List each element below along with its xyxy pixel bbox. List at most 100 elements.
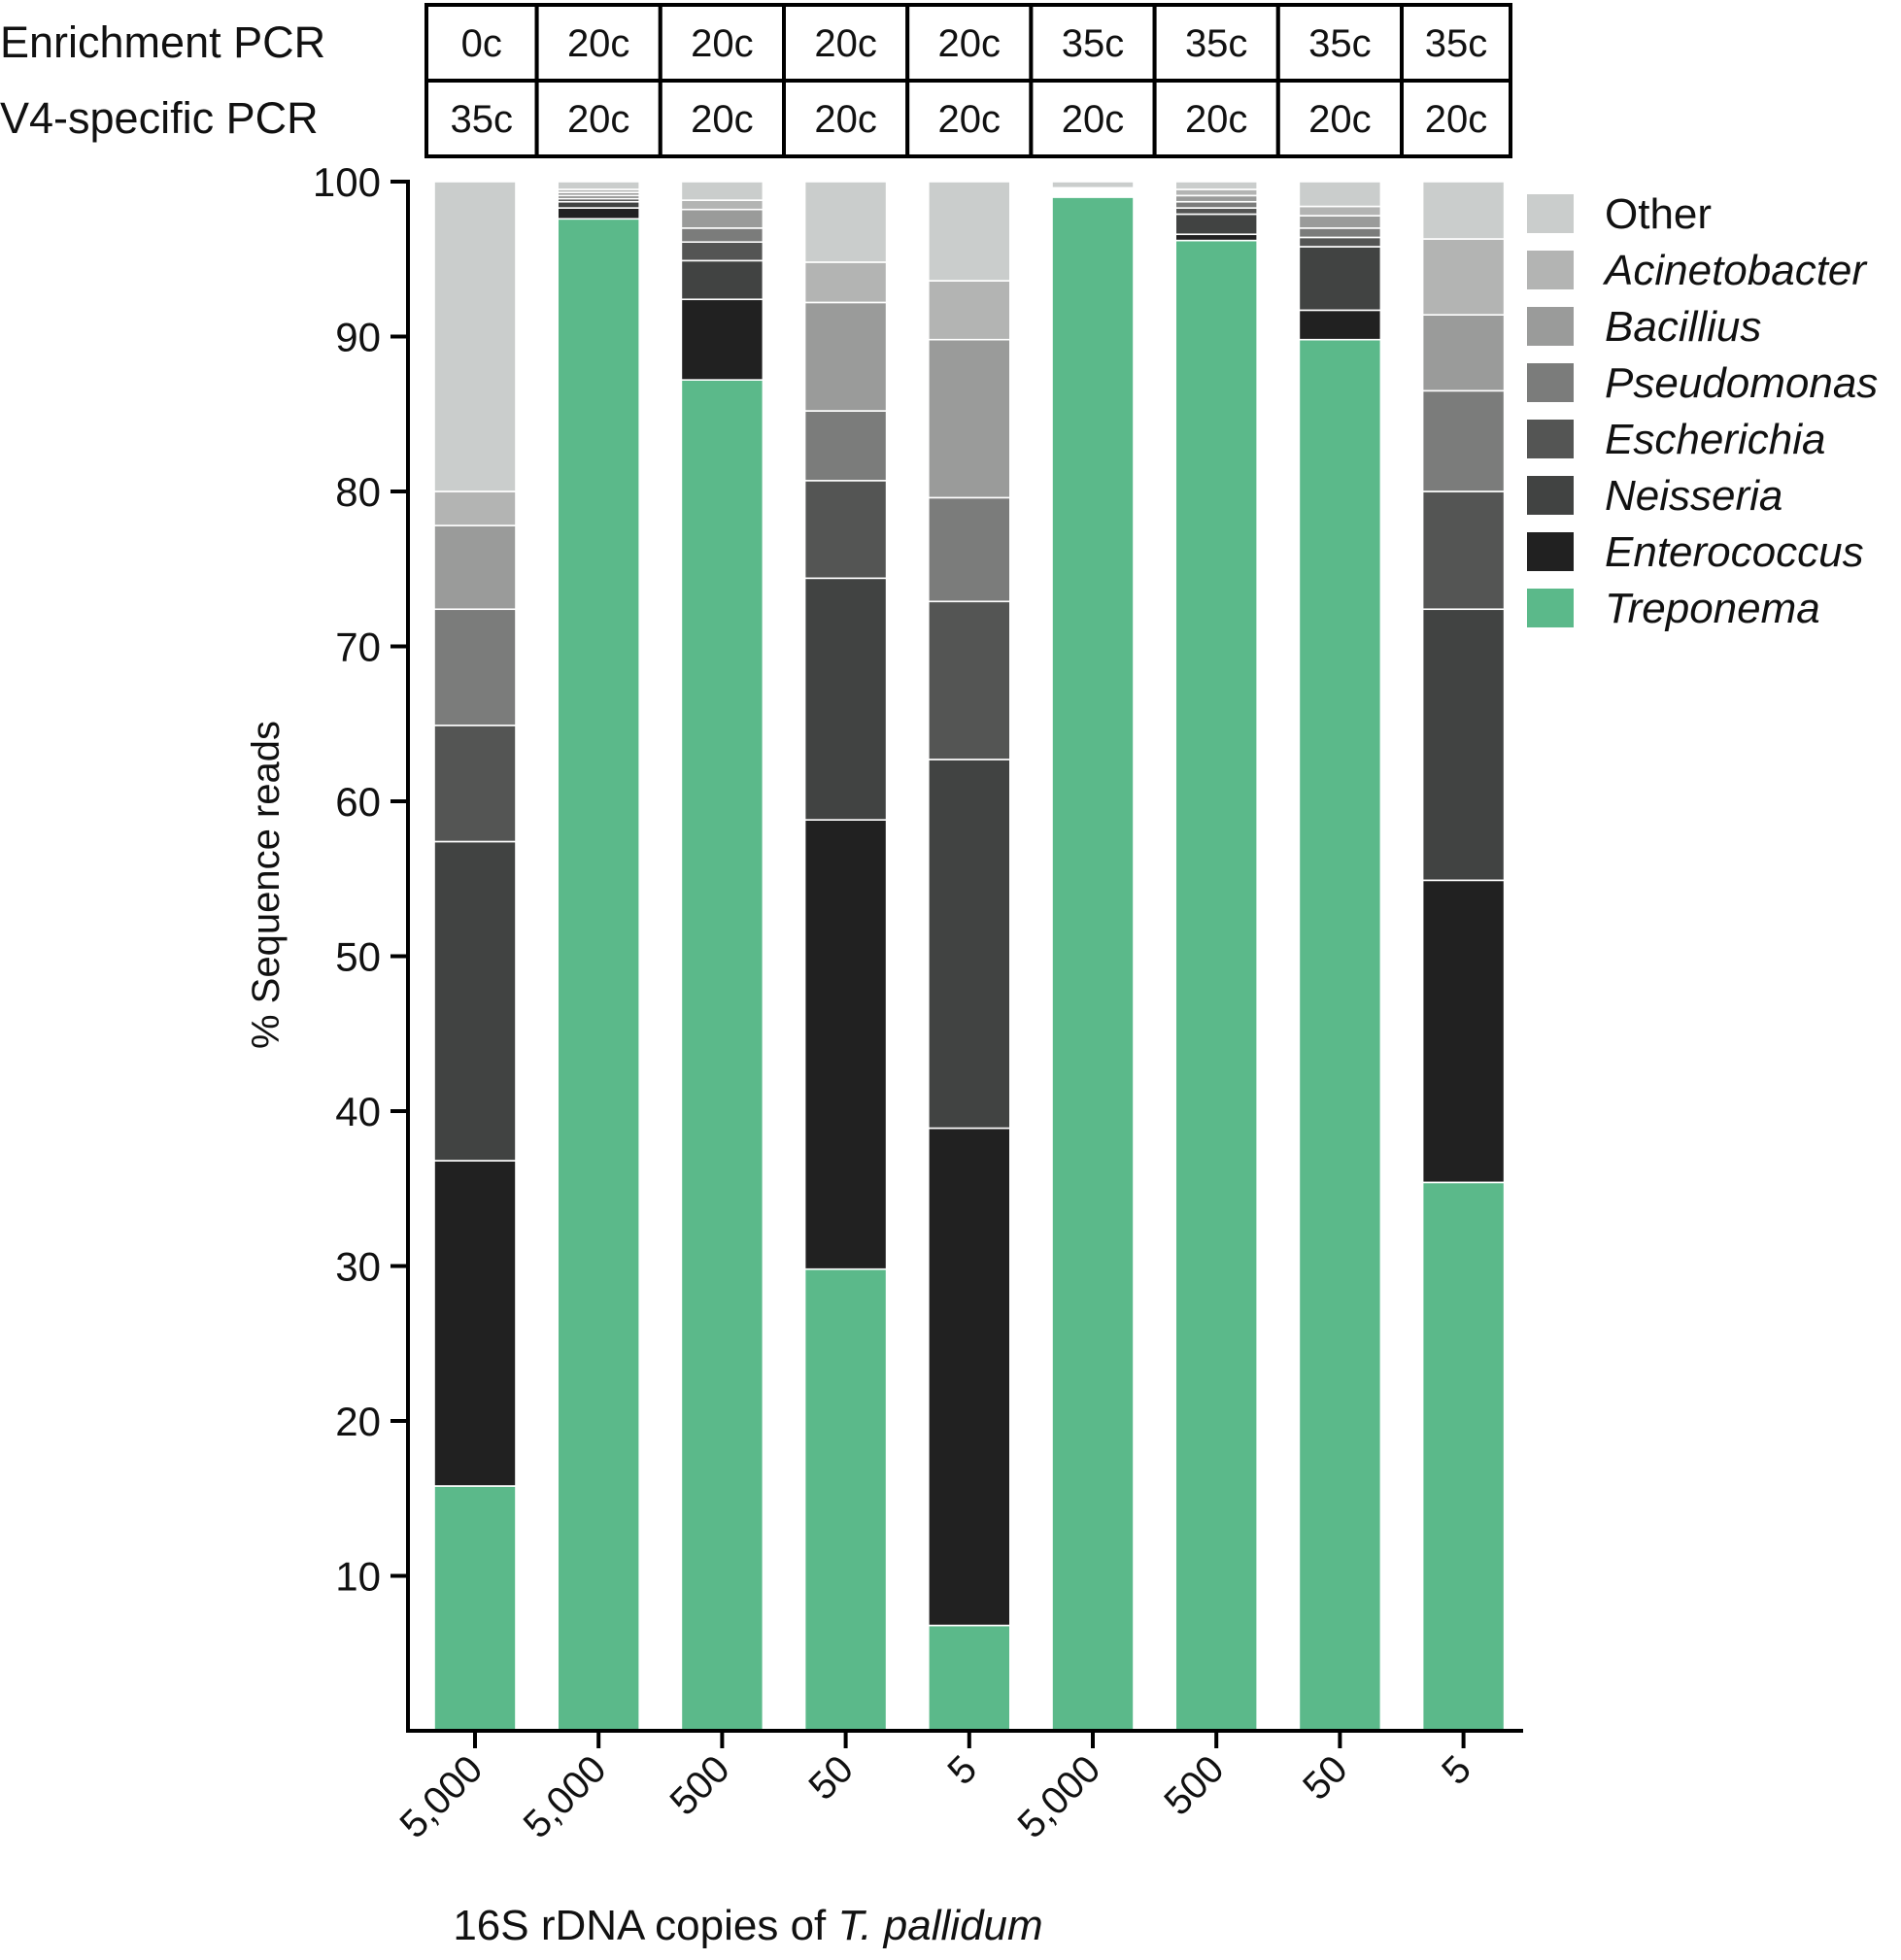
bar-stack-4 xyxy=(803,181,888,1732)
y-tick-label: 40 xyxy=(335,1089,381,1134)
bar-segment-escherichia xyxy=(680,241,764,262)
legend-swatch xyxy=(1527,194,1574,233)
legend-item-escherichia: Escherichia xyxy=(1527,416,1825,463)
bar-segment-neisseria xyxy=(1421,608,1506,882)
pcr-cell xyxy=(1029,3,1157,83)
pcr-cell xyxy=(1275,79,1405,158)
bar-stack-9 xyxy=(1421,181,1506,1732)
bar-stack-2 xyxy=(557,181,641,1732)
bar-segment-acinetobacter xyxy=(680,199,764,211)
bar-stack-7 xyxy=(1174,181,1258,1732)
pcr-cell-value: 20c xyxy=(814,98,877,141)
pcr-cell-value: 20c xyxy=(814,22,877,65)
bar-segment-bacillius xyxy=(1174,194,1258,203)
pcr-cell xyxy=(424,79,539,158)
legend-label: Other xyxy=(1605,190,1712,238)
y-tick-label: 80 xyxy=(335,469,381,515)
bar-segment-pseudomonas xyxy=(1298,227,1382,239)
bar-segment-treponema xyxy=(927,1624,1011,1732)
pcr-row-2: V4-specific PCR 35c 20c 20c 20c 20c 20c 20c 20c 2… xyxy=(0,79,1512,158)
bar-segment-treponema xyxy=(680,379,764,1732)
bar-segment-acinetobacter xyxy=(1421,238,1506,316)
x-axis-label-species: T. pallidum xyxy=(838,1902,1043,1949)
bar-segment-other xyxy=(1421,181,1506,240)
pcr-cell-value: 35c xyxy=(1308,22,1372,65)
pcr-cell-value: 20c xyxy=(1425,98,1488,141)
bar-segment-acinetobacter xyxy=(927,280,1011,341)
bar-segment-neisseria xyxy=(557,200,641,209)
bar-segment-enterococcus xyxy=(680,298,764,381)
pcr-cell-value: 20c xyxy=(1308,98,1372,141)
legend-swatch xyxy=(1527,420,1574,458)
pcr-cell-value: 0c xyxy=(461,22,502,65)
bar-segment-escherichia xyxy=(1174,207,1258,216)
bar-segment-pseudomonas xyxy=(927,496,1011,603)
bar-segment-enterococcus xyxy=(1421,879,1506,1184)
bar-segment-pseudomonas xyxy=(680,227,764,244)
y-tick-label: 10 xyxy=(335,1554,381,1600)
bar-segment-neisseria xyxy=(680,259,764,301)
pcr-cell-value: 20c xyxy=(567,98,630,141)
bar-segment-treponema xyxy=(1051,196,1135,1732)
bar-segment-bacillius xyxy=(1421,314,1506,392)
legend-item-pseudomonas: Pseudomonas xyxy=(1527,359,1878,407)
bar-segment-treponema xyxy=(557,218,641,1732)
bar-stack-3 xyxy=(680,181,764,1732)
pcr-cell-value: 35c xyxy=(451,98,514,141)
bar-segment-other xyxy=(927,181,1011,282)
bar-segment-bacillius xyxy=(1298,215,1382,229)
bar-segment-acinetobacter xyxy=(803,261,888,304)
bar-stack-5 xyxy=(927,181,1011,1732)
x-tick-label: 5,000 xyxy=(1009,1747,1108,1846)
bar-segment-escherichia xyxy=(1421,490,1506,611)
legend-label: Enterococcus xyxy=(1605,528,1864,576)
bars-area xyxy=(433,181,1506,1732)
pcr-row-1: Enrichment PCR 0c 20c 20c 20c 20c 35c 35c 35c 35c xyxy=(0,3,1512,83)
bar-segment-other xyxy=(680,181,764,201)
bar-segment-pseudomonas xyxy=(1174,200,1258,209)
x-tick-label: 500 xyxy=(662,1747,737,1823)
bar-segment-enterococcus xyxy=(433,1160,517,1487)
pcr-cell xyxy=(1275,3,1405,83)
pcr-cell xyxy=(658,79,786,158)
legend-item-enterococcus: Enterococcus xyxy=(1527,528,1864,576)
pcr-cycle-table: Enrichment PCR 0c 20c 20c 20c 20c 35c 35c 35c 35c… xyxy=(0,3,1512,158)
legend-swatch xyxy=(1527,476,1574,515)
pcr-row-label: V4-specific PCR xyxy=(0,93,319,143)
y-tick-label: 30 xyxy=(335,1244,381,1290)
legend-label: Treponema xyxy=(1605,585,1820,632)
legend-item-bacillius: Bacillius xyxy=(1527,303,1761,351)
y-axis-label: % Sequence reads xyxy=(245,721,288,1049)
pcr-cell-value: 20c xyxy=(1185,98,1248,141)
bar-segment-neisseria xyxy=(433,840,517,1162)
x-tick-label: 50 xyxy=(1295,1747,1356,1808)
y-tick-label: 90 xyxy=(335,315,381,360)
bar-stack-1 xyxy=(433,181,517,1732)
bar-segment-enterococcus xyxy=(557,207,641,220)
pcr-cell-value: 35c xyxy=(1425,22,1488,65)
legend-swatch xyxy=(1527,532,1574,571)
pcr-cell-value: 20c xyxy=(938,98,1001,141)
legend-item-acinetobacter: Acinetobacter xyxy=(1527,247,1868,294)
bar-segment-other xyxy=(557,181,641,190)
pcr-cell-value: 20c xyxy=(691,98,754,141)
bar-segment-other xyxy=(433,181,517,492)
y-tick-label: 100 xyxy=(313,159,381,205)
x-tick-label: 5,000 xyxy=(516,1747,615,1846)
x-tick-label: 5 xyxy=(1434,1747,1479,1793)
bar-segment-enterococcus xyxy=(1174,233,1258,242)
x-tick-label: 5 xyxy=(939,1747,985,1793)
bar-segment-acinetobacter xyxy=(1174,188,1258,197)
legend-label: Escherichia xyxy=(1605,416,1825,463)
bar-segment-bacillius xyxy=(803,301,888,412)
pcr-cell-value: 20c xyxy=(691,22,754,65)
pcr-cell-value: 35c xyxy=(1185,22,1248,65)
bar-segment-other xyxy=(803,181,888,263)
legend-item-treponema: Treponema xyxy=(1527,585,1820,632)
bar-segment-treponema xyxy=(1298,338,1382,1732)
bar-segment-acinetobacter xyxy=(433,490,517,526)
y-tick-label: 70 xyxy=(335,625,381,670)
legend-swatch xyxy=(1527,307,1574,346)
bar-segment-enterococcus xyxy=(1298,309,1382,341)
